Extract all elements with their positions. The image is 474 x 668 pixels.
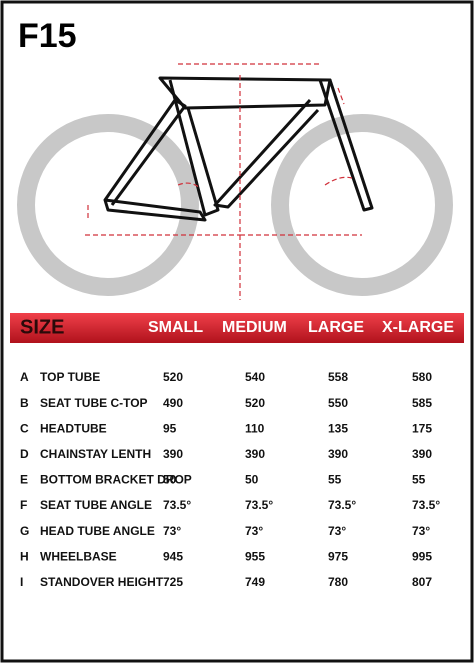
size-name: SMALL: [148, 319, 203, 336]
value: 540: [245, 370, 265, 384]
value: 73.5°: [245, 498, 273, 512]
value: 390: [328, 447, 348, 461]
value: 725: [163, 575, 183, 589]
value: 807: [412, 575, 432, 589]
row-letter: A: [20, 370, 29, 384]
value: 490: [163, 396, 183, 410]
value: 135: [328, 421, 348, 435]
row-letter: G: [20, 524, 29, 538]
row-letter: F: [20, 498, 27, 512]
value: 945: [163, 549, 183, 563]
size-label: SIZE: [20, 316, 64, 338]
value: 749: [245, 575, 265, 589]
row-letter: B: [20, 396, 29, 410]
value: 550: [328, 396, 348, 410]
row-name: SEAT TUBE ANGLE: [40, 498, 152, 512]
value: 110: [245, 421, 265, 435]
row-name: HEAD TUBE ANGLE: [40, 524, 155, 538]
value: 520: [163, 370, 183, 384]
title: F15: [18, 17, 77, 55]
value: 73°: [245, 524, 263, 538]
row-name: SEAT TUBE C-TOP: [40, 396, 148, 410]
value: 73°: [328, 524, 346, 538]
row-letter: C: [20, 421, 29, 435]
row-name: STANDOVER HEIGHT: [40, 575, 164, 589]
value: 73.5°: [163, 498, 191, 512]
size-name: X-LARGE: [382, 319, 454, 336]
table-header: SIZE SMALL MEDIUM LARGE X-LARGE: [20, 316, 454, 338]
size-name: LARGE: [308, 319, 364, 336]
value: 55: [412, 473, 426, 487]
value: 780: [328, 575, 348, 589]
row-letter: D: [20, 447, 29, 461]
value: 73.5°: [328, 498, 356, 512]
value: 50: [163, 473, 177, 487]
value: 580: [412, 370, 432, 384]
row-name: HEADTUBE: [40, 421, 107, 435]
size-name: MEDIUM: [222, 319, 287, 336]
bike-diagram: [17, 63, 453, 300]
value: 995: [412, 549, 432, 563]
value: 95: [163, 421, 177, 435]
value: 390: [245, 447, 265, 461]
row-name: BOTTOM BRACKET DROP: [40, 473, 192, 487]
value: 50: [245, 473, 259, 487]
row-name: TOP TUBE: [40, 370, 100, 384]
value: 558: [328, 370, 348, 384]
row-letter: I: [20, 575, 23, 589]
value: 975: [328, 549, 348, 563]
row-name: CHAINSTAY LENTH: [40, 447, 151, 461]
value: 73°: [163, 524, 181, 538]
row-letter: E: [20, 473, 28, 487]
value: 175: [412, 421, 432, 435]
value: 73.5°: [412, 498, 440, 512]
value: 585: [412, 396, 432, 410]
value: 73°: [412, 524, 430, 538]
value: 390: [163, 447, 183, 461]
header-bar: [10, 313, 464, 343]
value: 955: [245, 549, 265, 563]
table-body: A TOP TUBE 520 540 558 580 B SEAT TUBE C-TOP 490…: [20, 370, 440, 589]
value: 520: [245, 396, 265, 410]
row-name: WHEELBASE: [40, 549, 117, 563]
row-letter: H: [20, 549, 29, 563]
value: 55: [328, 473, 342, 487]
value: 390: [412, 447, 432, 461]
